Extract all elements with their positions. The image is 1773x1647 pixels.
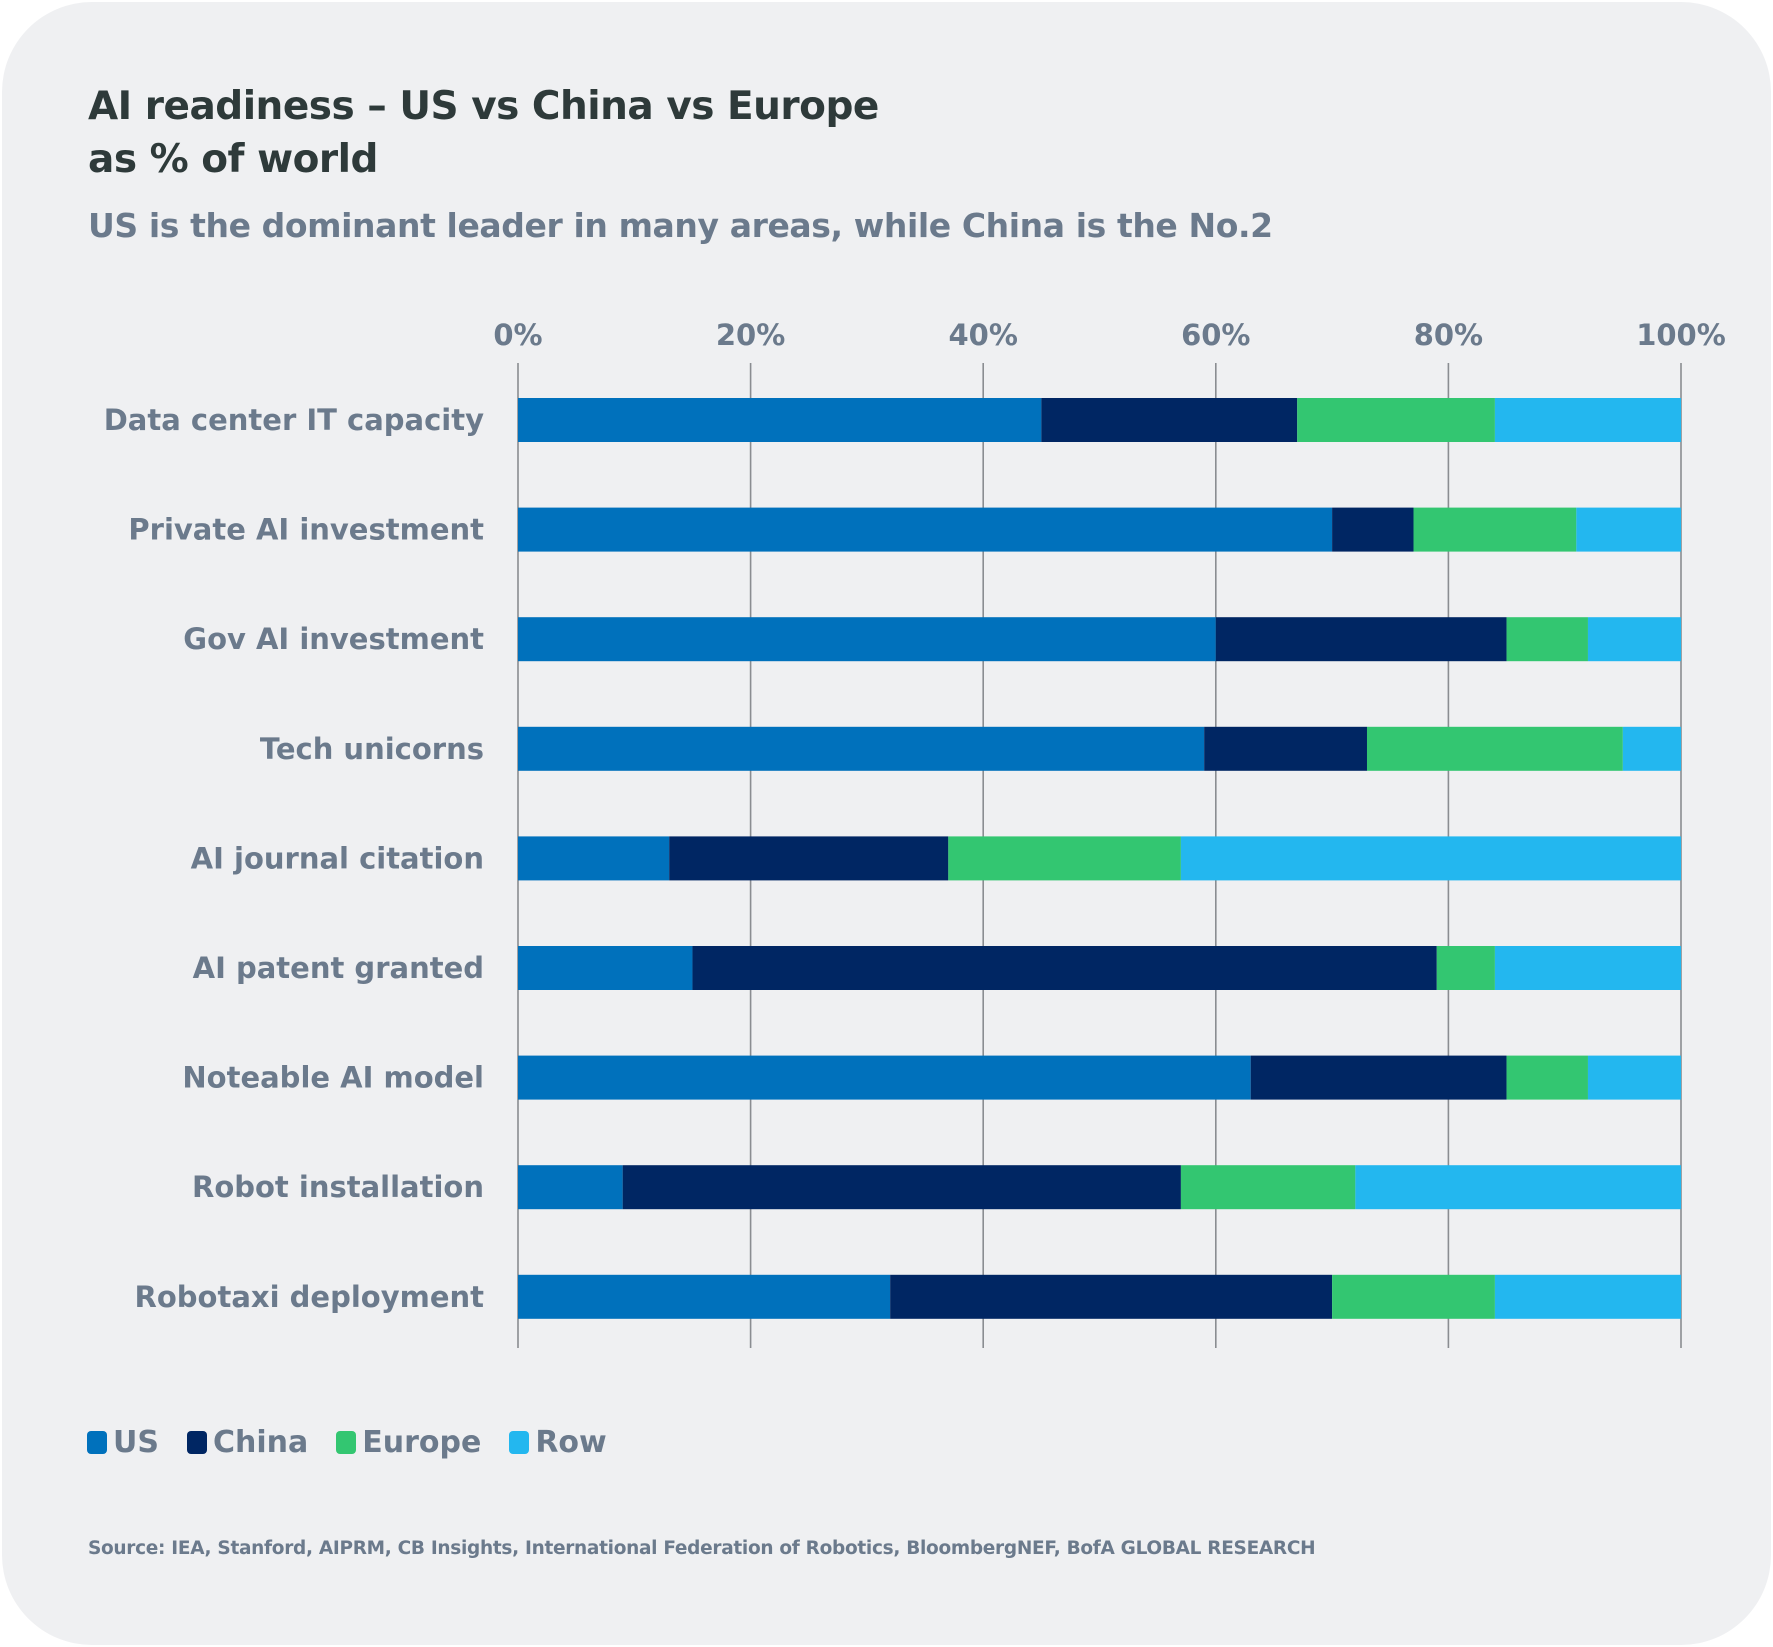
category-label-tech-unicorns: Tech unicorns bbox=[260, 732, 484, 766]
legend-label-europe: Europe bbox=[362, 1425, 482, 1460]
category-label-noteable-ai-model: Noteable AI model bbox=[182, 1061, 484, 1095]
x-axis-tick-labels: 0% 20% 40% 60% 80% 100% bbox=[493, 318, 1725, 352]
bar-segment-row-gov-ai-investment bbox=[1587, 617, 1681, 662]
bar-segment-europe-data-center-it-capacity bbox=[1297, 398, 1495, 442]
legend-swatch-row bbox=[509, 1431, 530, 1454]
bar-segment-china-gov-ai-investment bbox=[1215, 617, 1507, 662]
bar-row-ai-journal-citation bbox=[518, 836, 1681, 881]
bar-segment-europe-robotaxi-deployment bbox=[1332, 1274, 1495, 1319]
legend-swatch-us bbox=[87, 1431, 107, 1454]
chart-title: AI readiness – US vs China vs Europe as … bbox=[88, 80, 879, 186]
bar-segment-china-data-center-it-capacity bbox=[1041, 398, 1298, 442]
bar-segment-row-robot-installation bbox=[1355, 1165, 1681, 1210]
x-tick-label-60: 60% bbox=[1181, 318, 1250, 352]
legend-item-us: US bbox=[87, 1425, 159, 1460]
bar-segment-row-ai-journal-citation bbox=[1180, 836, 1681, 881]
bar-segment-row-robotaxi-deployment bbox=[1494, 1274, 1681, 1319]
bar-row-robot-installation bbox=[518, 1165, 1681, 1210]
bar-segment-row-noteable-ai-model bbox=[1587, 1055, 1681, 1100]
category-labels: Data center IT capacity Private AI invest… bbox=[104, 403, 484, 1314]
chart-title-line-2: as % of world bbox=[88, 137, 378, 182]
bar-segment-china-ai-patent-granted bbox=[692, 946, 1437, 990]
chart-title-line-1: AI readiness – US vs China vs Europe bbox=[88, 84, 879, 129]
legend-label-row: Row bbox=[535, 1425, 607, 1460]
bar-segment-china-ai-journal-citation bbox=[669, 836, 949, 881]
legend-swatch-europe bbox=[336, 1431, 357, 1454]
bar-segment-us-data-center-it-capacity bbox=[518, 398, 1042, 442]
legend-label-china: China bbox=[212, 1425, 309, 1460]
category-label-private-ai-investment: Private AI investment bbox=[128, 513, 484, 547]
bar-segment-us-tech-unicorns bbox=[518, 726, 1205, 771]
category-label-robot-installation: Robot installation bbox=[192, 1170, 484, 1204]
bar-segment-us-noteable-ai-model bbox=[518, 1055, 1251, 1100]
bar-segment-us-private-ai-investment bbox=[518, 507, 1333, 552]
bar-segment-us-gov-ai-investment bbox=[518, 617, 1216, 662]
legend-label-us: US bbox=[113, 1425, 159, 1460]
bar-row-tech-unicorns bbox=[518, 726, 1681, 771]
bar-segment-us-robotaxi-deployment bbox=[518, 1274, 891, 1319]
bars bbox=[518, 398, 1681, 1319]
bar-segment-europe-ai-journal-citation bbox=[948, 836, 1181, 881]
bar-row-data-center-it-capacity bbox=[518, 398, 1681, 442]
bar-row-ai-patent-granted bbox=[518, 946, 1681, 990]
bar-segment-china-private-ai-investment bbox=[1332, 507, 1414, 552]
category-label-robotaxi-deployment: Robotaxi deployment bbox=[135, 1280, 485, 1314]
legend-swatch-china bbox=[186, 1431, 207, 1454]
bar-segment-china-tech-unicorns bbox=[1204, 726, 1367, 771]
x-tick-label-80: 80% bbox=[1414, 318, 1483, 352]
bar-row-robotaxi-deployment bbox=[518, 1274, 1681, 1319]
legend: US China Europe Row bbox=[87, 1425, 635, 1460]
bar-segment-europe-private-ai-investment bbox=[1413, 507, 1577, 552]
bar-segment-row-private-ai-investment bbox=[1576, 507, 1681, 552]
bar-segment-europe-noteable-ai-model bbox=[1506, 1055, 1588, 1100]
source-note: Source: IEA, Stanford, AIPRM, CB Insight… bbox=[88, 1538, 1316, 1559]
bar-segment-us-ai-journal-citation bbox=[518, 836, 670, 881]
legend-item-china: China bbox=[186, 1425, 309, 1460]
bar-row-private-ai-investment bbox=[518, 507, 1681, 552]
category-label-data-center-it-capacity: Data center IT capacity bbox=[104, 403, 484, 437]
chart-subtitle: US is the dominant leader in many areas,… bbox=[88, 206, 1273, 245]
category-label-gov-ai-investment: Gov AI investment bbox=[183, 622, 484, 656]
bar-segment-china-noteable-ai-model bbox=[1250, 1055, 1507, 1100]
bar-row-noteable-ai-model bbox=[518, 1055, 1681, 1100]
bar-segment-europe-tech-unicorns bbox=[1366, 726, 1623, 771]
bar-segment-row-data-center-it-capacity bbox=[1494, 398, 1681, 442]
bar-segment-row-tech-unicorns bbox=[1622, 726, 1681, 771]
x-tick-label-40: 40% bbox=[948, 318, 1017, 352]
bar-row-gov-ai-investment bbox=[518, 617, 1681, 662]
bar-segment-china-robotaxi-deployment bbox=[890, 1274, 1333, 1319]
bar-segment-europe-robot-installation bbox=[1180, 1165, 1356, 1210]
legend-item-europe: Europe bbox=[336, 1425, 481, 1460]
bar-segment-us-robot-installation bbox=[518, 1165, 623, 1210]
bar-segment-us-ai-patent-granted bbox=[518, 946, 693, 990]
bar-segment-europe-gov-ai-investment bbox=[1506, 617, 1588, 662]
legend-item-row: Row bbox=[509, 1425, 607, 1460]
x-tick-label-100: 100% bbox=[1636, 318, 1726, 352]
x-tick-label-0: 0% bbox=[493, 318, 542, 352]
category-label-ai-journal-citation: AI journal citation bbox=[191, 841, 484, 875]
bar-segment-row-ai-patent-granted bbox=[1494, 946, 1681, 990]
category-label-ai-patent-granted: AI patent granted bbox=[193, 951, 484, 985]
bar-segment-europe-ai-patent-granted bbox=[1436, 946, 1495, 990]
x-tick-label-20: 20% bbox=[716, 318, 785, 352]
bar-segment-china-robot-installation bbox=[622, 1165, 1181, 1210]
